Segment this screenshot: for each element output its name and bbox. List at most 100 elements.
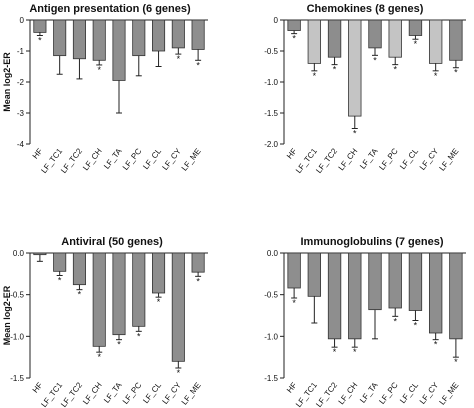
- significance-marker-2-4: *: [117, 340, 121, 350]
- y-tick-label-1-0: 0: [274, 16, 279, 25]
- y-tick-label-0-3: -3: [17, 109, 25, 118]
- bar-2-2: [72, 252, 86, 286]
- bar-1-1: [307, 19, 322, 64]
- significance-marker-2-6: *: [157, 297, 161, 307]
- chart-title-0: Antigen presentation (6 genes): [29, 3, 191, 15]
- bar-1-4: [368, 19, 382, 49]
- y-tick-label-1-2: -1.0: [264, 78, 278, 87]
- y-tick-label-3-0: 0.0: [267, 249, 279, 258]
- y-tick-label-2-2: -1.0: [10, 332, 24, 341]
- y-tick-label-0-2: -2: [17, 78, 25, 87]
- bar-3-2: [327, 252, 342, 340]
- bar-1-7: [428, 19, 443, 64]
- bar-1-2: [327, 19, 342, 58]
- y-tick-label-1-1: -0.5: [264, 47, 278, 56]
- significance-marker-1-6: *: [414, 39, 418, 49]
- x-tick-label-1-0: HF: [285, 147, 299, 161]
- x-tick-label-3-6: LF_CL: [398, 380, 420, 405]
- significance-marker-3-0: *: [292, 298, 296, 308]
- y-tick-label-3-3: -1.5: [264, 374, 278, 383]
- significance-marker-0-0: *: [38, 36, 42, 46]
- bar-0-6: [152, 19, 166, 52]
- significance-marker-1-0: *: [292, 34, 296, 44]
- significance-marker-0-3: *: [97, 65, 101, 75]
- x-tick-label-0-8: LF_ME: [180, 147, 203, 173]
- significance-marker-1-5: *: [393, 65, 397, 75]
- y-tick-label-1-3: -1.5: [264, 109, 278, 118]
- bar-2-1: [53, 252, 67, 272]
- bar-2-3: [92, 252, 106, 347]
- significance-marker-3-2: *: [333, 347, 337, 357]
- bar-2-8: [191, 252, 205, 273]
- x-tick-label-3-8: LF_ME: [437, 381, 460, 407]
- significance-marker-2-1: *: [58, 276, 62, 286]
- bar-3-5: [388, 252, 402, 309]
- bar-1-5: [388, 19, 402, 58]
- x-tick-label-1-3: LF_CH: [337, 147, 360, 173]
- significance-marker-3-6: *: [414, 321, 418, 331]
- bar-3-6: [408, 252, 423, 311]
- x-tick-label-2-6: LF_CL: [141, 380, 163, 405]
- chart-title-1: Chemokines (8 genes): [307, 3, 424, 15]
- significance-marker-3-7: *: [434, 340, 438, 350]
- significance-marker-2-5: *: [137, 331, 141, 341]
- y-tick-label-2-1: -0.5: [10, 291, 24, 300]
- bar-0-8: [191, 19, 205, 50]
- x-tick-label-1-8: LF_ME: [437, 147, 460, 173]
- y-tick-label-0-4: -4: [17, 140, 25, 149]
- significance-marker-3-8: *: [454, 357, 458, 367]
- x-tick-label-0-2: LF_TC2: [59, 146, 84, 175]
- y-tick-label-3-2: -1.0: [264, 332, 278, 341]
- bar-1-3: [348, 19, 362, 117]
- significance-marker-1-4: *: [373, 55, 377, 65]
- bar-0-7: [171, 19, 185, 49]
- x-tick-label-0-5: LF_PC: [121, 147, 144, 172]
- y-tick-label-1-4: -2.0: [264, 140, 278, 149]
- x-tick-label-0-3: LF_CH: [81, 147, 104, 173]
- bar-3-7: [428, 252, 443, 334]
- bar-2-0: [33, 252, 47, 256]
- bar-0-1: [53, 19, 67, 57]
- bar-0-3: [92, 19, 106, 61]
- y-tick-label-0-1: -1: [17, 47, 25, 56]
- bar-0-4: [112, 19, 126, 81]
- x-tick-label-1-6: LF_CL: [398, 146, 420, 171]
- bar-3-8: [449, 252, 463, 340]
- x-tick-label-2-2: LF_TC2: [59, 380, 84, 408]
- bar-1-8: [449, 19, 463, 61]
- x-tick-label-0-6: LF_CL: [141, 146, 163, 171]
- x-tick-label-1-5: LF_PC: [377, 147, 400, 172]
- y-tick-label-3-1: -0.5: [264, 291, 278, 300]
- significance-marker-2-8: *: [196, 276, 200, 286]
- x-tick-label-2-0: HF: [31, 381, 45, 395]
- bar-2-5: [132, 252, 146, 327]
- x-tick-label-2-5: LF_PC: [121, 381, 144, 406]
- significance-marker-1-7: *: [434, 71, 438, 81]
- bar-0-2: [72, 19, 86, 60]
- bar-3-1: [307, 252, 322, 297]
- y-axis-label-2: Mean log2-ER: [2, 285, 12, 345]
- y-axis-label-0: Mean log2-ER: [2, 52, 12, 112]
- x-tick-label-3-5: LF_PC: [377, 381, 400, 406]
- significance-marker-0-7: *: [177, 54, 181, 64]
- significance-marker-1-3: *: [353, 129, 357, 139]
- significance-marker-2-7: *: [177, 368, 181, 378]
- bar-3-3: [348, 252, 362, 340]
- significance-marker-2-2: *: [78, 290, 82, 300]
- x-tick-label-3-2: LF_TC2: [314, 380, 339, 408]
- bar-0-5: [132, 19, 146, 57]
- significance-marker-3-5: *: [393, 316, 397, 326]
- bar-2-6: [152, 252, 166, 294]
- x-tick-label-1-2: LF_TC2: [314, 146, 339, 175]
- x-tick-label-2-3: LF_CH: [81, 381, 104, 407]
- bar-1-0: [287, 19, 301, 31]
- bar-3-4: [368, 252, 382, 311]
- bar-1-6: [408, 19, 423, 36]
- y-tick-label-0-0: 0: [20, 16, 25, 25]
- significance-marker-1-1: *: [313, 71, 317, 81]
- bar-2-7: [171, 252, 185, 362]
- chart-title-2: Antiviral (50 genes): [61, 236, 163, 248]
- significance-marker-2-3: *: [97, 352, 101, 362]
- x-tick-label-3-3: LF_CH: [337, 381, 360, 407]
